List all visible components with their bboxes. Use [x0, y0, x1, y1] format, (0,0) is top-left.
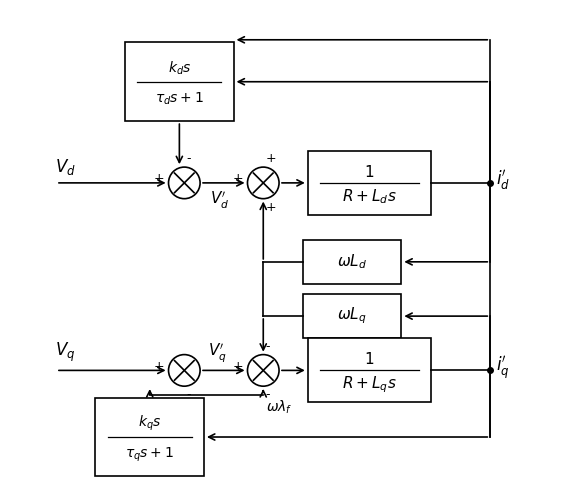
Text: $\tau_d s+1$: $\tau_d s+1$	[155, 91, 204, 107]
Text: $R+L_d s$: $R+L_d s$	[342, 188, 397, 207]
Bar	[125, 42, 234, 121]
Circle shape	[247, 167, 279, 199]
Bar	[303, 240, 401, 284]
Text: $i_d'$: $i_d'$	[496, 169, 510, 193]
Text: $k_q s$: $k_q s$	[138, 414, 161, 433]
Circle shape	[169, 167, 200, 199]
Bar	[96, 398, 204, 477]
Text: -: -	[186, 388, 191, 401]
Text: $V_d$: $V_d$	[55, 157, 76, 177]
Text: $V_d'$: $V_d'$	[210, 190, 229, 212]
Text: +: +	[265, 201, 276, 214]
Text: +: +	[233, 360, 243, 373]
Text: $V_q'$: $V_q'$	[208, 341, 226, 364]
Text: $k_d s$: $k_d s$	[168, 59, 191, 77]
Bar	[308, 338, 431, 403]
Text: $\omega L_d$: $\omega L_d$	[337, 252, 367, 271]
Circle shape	[247, 355, 279, 386]
Text: -: -	[186, 152, 191, 165]
Circle shape	[169, 355, 200, 386]
Text: +: +	[154, 360, 165, 373]
Text: $1$: $1$	[365, 351, 375, 367]
Text: $i_q'$: $i_q'$	[496, 354, 510, 382]
Text: -: -	[265, 388, 270, 401]
Bar	[303, 294, 401, 338]
Text: $\tau_q s+1$: $\tau_q s+1$	[125, 445, 174, 464]
Text: $1$: $1$	[365, 164, 375, 180]
Bar	[308, 151, 431, 215]
Text: +: +	[233, 173, 243, 186]
Text: $\omega L_q$: $\omega L_q$	[337, 306, 367, 326]
Text: -: -	[265, 340, 270, 353]
Text: +: +	[265, 152, 276, 165]
Text: +: +	[154, 173, 165, 186]
Text: $R+L_q s$: $R+L_q s$	[342, 374, 397, 395]
Text: $\omega\lambda_f$: $\omega\lambda_f$	[265, 399, 292, 416]
Text: $V_q$: $V_q$	[55, 341, 75, 364]
